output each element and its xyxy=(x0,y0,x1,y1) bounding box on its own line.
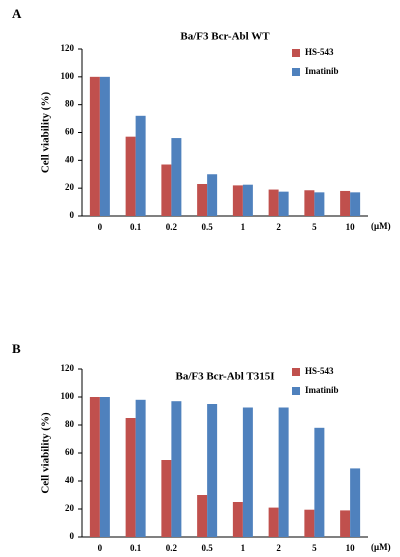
bar xyxy=(278,191,289,216)
y-tick-label: 0 xyxy=(70,531,75,541)
bar xyxy=(125,418,136,537)
y-tick-label: 100 xyxy=(61,71,75,81)
bar xyxy=(99,76,110,216)
x-tick-label: 1 xyxy=(241,222,246,232)
bar xyxy=(161,460,172,537)
bar xyxy=(232,185,243,216)
bar xyxy=(89,397,100,537)
bar xyxy=(207,174,218,216)
bar xyxy=(135,399,146,537)
x-tick-label: 2 xyxy=(276,222,281,232)
x-tick-label: 1 xyxy=(241,543,246,553)
x-unit: (μM) xyxy=(371,221,391,231)
bar xyxy=(207,404,218,537)
bar xyxy=(242,184,253,216)
legend-label: Imatinib xyxy=(305,385,339,395)
legend-label: Imatinib xyxy=(305,66,339,76)
chart-title: Ba/F3 Bcr-Abl WT xyxy=(180,31,270,43)
bar xyxy=(135,115,146,216)
bar xyxy=(350,468,361,537)
x-tick-label: 0.5 xyxy=(202,222,214,232)
bar xyxy=(89,76,100,216)
bar xyxy=(232,502,243,537)
y-tick-label: 60 xyxy=(65,127,75,137)
x-tick-label: 0.5 xyxy=(202,543,214,553)
y-tick-label: 80 xyxy=(65,419,75,429)
legend-label: HS-543 xyxy=(305,47,334,57)
bar xyxy=(125,136,136,216)
x-tick-label: 0 xyxy=(98,543,103,553)
x-tick-label: 0.1 xyxy=(130,222,142,232)
legend-label: HS-543 xyxy=(305,366,334,376)
legend-swatch xyxy=(292,49,300,57)
x-tick-label: 2 xyxy=(276,543,281,553)
bar xyxy=(314,192,325,216)
y-tick-label: 100 xyxy=(61,391,75,401)
x-tick-label: 0.1 xyxy=(130,543,142,553)
y-axis-label: Cell viability (%) xyxy=(40,412,52,494)
x-tick-label: 0.2 xyxy=(166,543,178,553)
legend-swatch xyxy=(292,68,300,76)
bar xyxy=(197,183,208,216)
bar xyxy=(340,190,351,216)
bar xyxy=(304,509,315,537)
bar xyxy=(242,407,253,537)
y-tick-label: 40 xyxy=(65,475,75,485)
x-unit: (μM) xyxy=(371,542,391,552)
y-tick-label: 120 xyxy=(61,43,75,53)
legend-swatch xyxy=(292,368,300,376)
x-tick-label: 0.2 xyxy=(166,222,178,232)
y-tick-label: 60 xyxy=(65,447,75,457)
bar xyxy=(350,192,361,216)
x-tick-label: 10 xyxy=(346,222,356,232)
y-tick-label: 80 xyxy=(65,99,75,109)
x-tick-label: 10 xyxy=(346,543,356,553)
y-tick-label: 0 xyxy=(70,210,75,220)
bar xyxy=(171,401,182,537)
y-tick-label: 120 xyxy=(61,363,75,373)
bar xyxy=(268,507,279,537)
y-tick-label: 40 xyxy=(65,154,75,164)
bar xyxy=(314,427,325,537)
bar xyxy=(161,164,172,216)
bar xyxy=(171,138,182,216)
x-tick-label: 0 xyxy=(98,222,103,232)
x-tick-label: 5 xyxy=(312,222,317,232)
panel-label: A xyxy=(12,6,22,21)
chart-title: Ba/F3 Bcr-Abl T315I xyxy=(175,371,274,383)
y-axis-label: Cell viability (%) xyxy=(40,92,52,174)
x-tick-label: 5 xyxy=(312,543,317,553)
bar xyxy=(99,397,110,537)
bar xyxy=(304,190,315,216)
y-tick-label: 20 xyxy=(65,503,75,513)
legend-swatch xyxy=(292,387,300,395)
bar xyxy=(278,407,289,537)
bar xyxy=(268,189,279,216)
panel-label: B xyxy=(12,341,21,356)
y-tick-label: 20 xyxy=(65,182,75,192)
bar xyxy=(340,510,351,537)
bar xyxy=(197,495,208,537)
